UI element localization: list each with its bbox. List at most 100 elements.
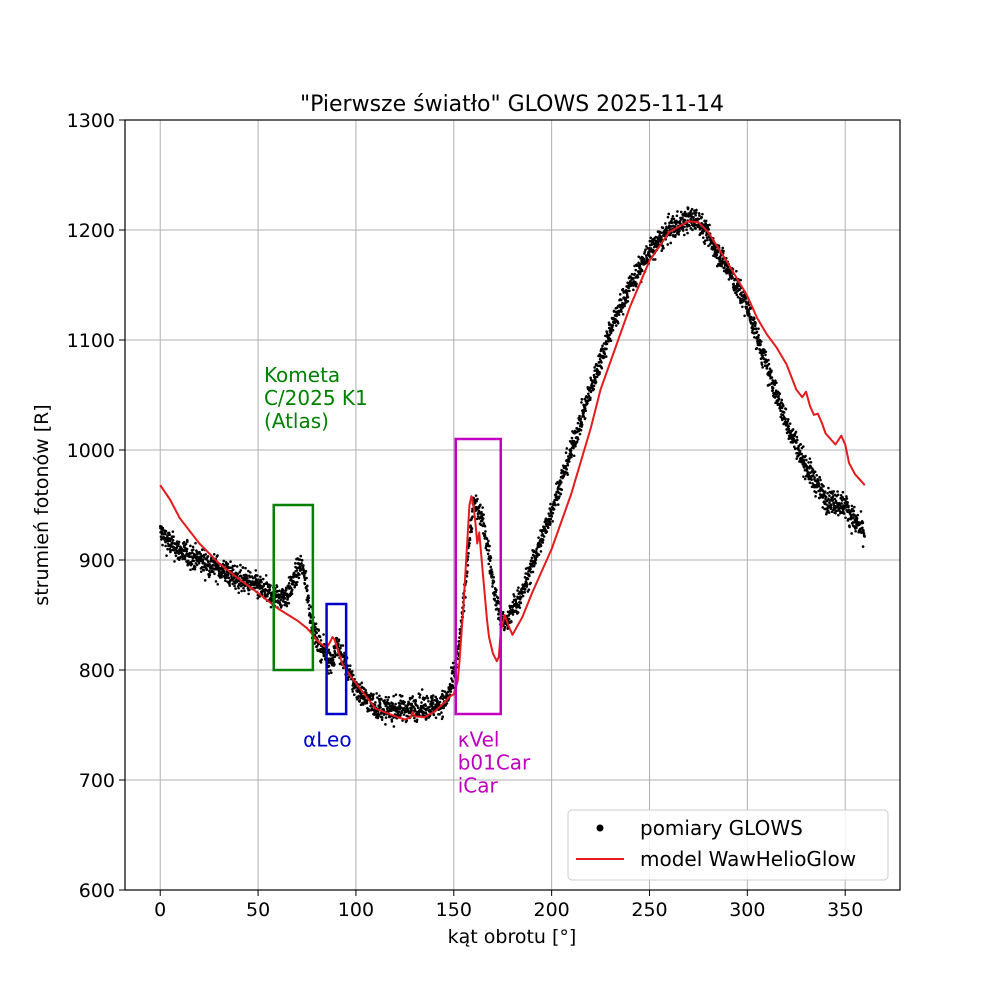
measurement-point [253,576,257,579]
measurement-point [387,695,390,699]
plot-area [158,206,866,728]
measurement-point [291,583,295,586]
measurement-point [669,233,672,237]
measurement-point [607,340,610,343]
measurement-point [831,499,835,502]
measurement-point [784,417,787,421]
measurement-point [489,556,493,560]
measurement-point [166,542,170,545]
measurement-point [236,572,240,576]
measurement-point [211,570,215,573]
measurement-point [828,494,831,497]
measurement-point [518,606,522,609]
measurement-point [491,573,494,576]
measurement-point [525,585,529,588]
measurement-point [490,576,493,579]
measurement-point [379,706,382,709]
measurement-point [201,558,205,562]
measurement-point [848,525,851,529]
measurement-point [524,587,527,591]
measurement-point [480,510,483,514]
measurement-point [802,460,806,464]
measurement-point [485,537,489,541]
measurement-point [603,352,607,356]
measurement-point [185,552,188,556]
measurement-point [765,367,769,370]
measurement-point [418,693,422,697]
measurement-point [212,552,216,556]
measurement-point [574,444,577,448]
measurement-point [512,593,515,596]
measurement-point [414,700,418,703]
measurement-point [701,236,705,239]
measurement-point [854,529,857,533]
measurement-point [831,492,834,495]
measurement-point [593,375,597,379]
measurement-point [600,366,604,370]
measurement-point [403,700,406,704]
measurement-point [762,357,765,361]
measurement-point [208,573,212,577]
measurement-point [179,555,183,559]
measurement-point [191,567,195,571]
measurement-point [380,718,384,722]
measurement-point [211,563,215,567]
measurement-point [488,559,492,562]
measurement-point [604,340,608,343]
measurement-point [295,583,298,587]
measurement-point [621,287,625,291]
measurement-point [214,580,218,583]
measurement-point [814,491,818,494]
measurement-point [570,436,574,440]
measurement-point [315,631,318,635]
measurement-point [694,213,697,217]
measurement-point [853,505,856,509]
measurement-point [795,438,799,442]
legend-label: pomiary GLOWS [640,816,803,840]
measurement-point [731,276,734,280]
measurement-point [665,225,668,229]
measurement-point [795,441,798,444]
measurement-point [624,288,628,292]
measurement-point [665,229,669,232]
measurement-point [787,425,790,428]
measurement-point [788,422,792,425]
measurement-point [185,550,189,553]
measurement-point [294,562,297,565]
measurement-point [465,574,469,578]
measurement-point [483,532,487,536]
measurement-point [570,453,574,457]
measurement-point [487,562,490,566]
measurement-point [523,591,527,594]
measurement-point [639,271,642,275]
measurement-point [760,363,764,366]
measurement-point [678,220,682,224]
measurement-point [805,458,808,462]
annotation-label-kappa-vel: iCar [458,774,499,798]
measurement-point [529,581,532,585]
measurement-point [259,578,263,582]
annotation-label-kappa-vel: κVel [458,728,500,752]
measurement-point [587,392,590,396]
measurement-point [220,573,223,577]
measurement-point [287,582,291,585]
measurement-point [546,526,550,530]
measurement-point [771,386,775,390]
measurement-point [233,584,236,588]
measurement-point [670,221,674,225]
measurement-point [582,410,586,414]
measurement-point [785,428,788,431]
measurement-point [564,464,567,468]
measurement-point [827,511,831,514]
measurement-point [297,562,301,566]
measurement-point [565,447,569,450]
measurement-point [237,591,241,595]
measurement-point [580,401,583,404]
measurement-point [761,366,764,369]
x-tick-label: 300 [729,899,765,921]
measurement-point [755,347,759,350]
measurement-point [550,515,554,518]
measurement-point [703,239,707,242]
measurement-point [229,560,232,563]
measurement-point [568,457,571,460]
